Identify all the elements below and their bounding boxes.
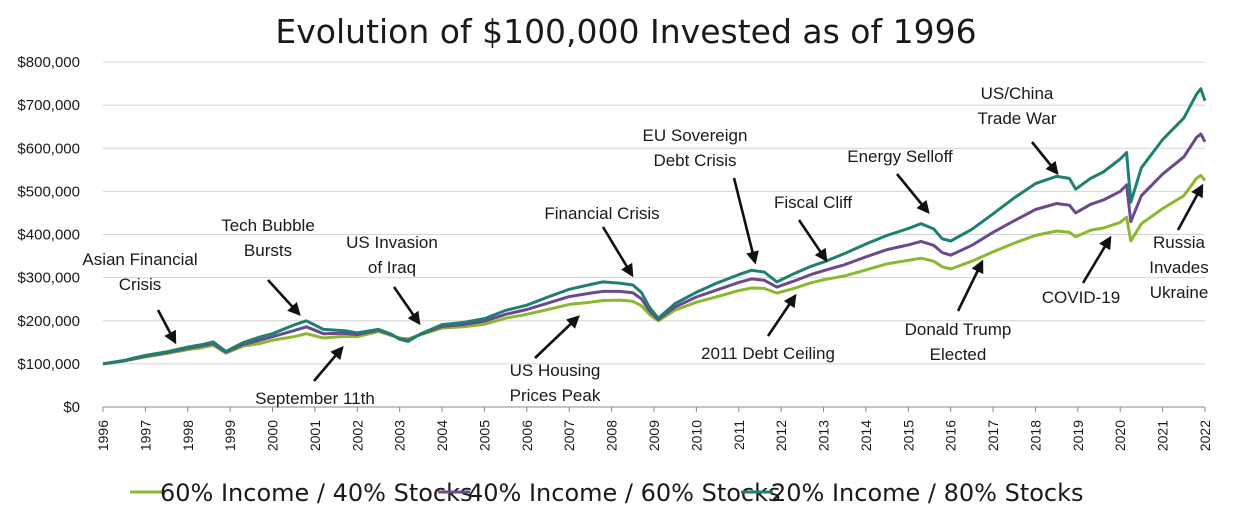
annotation-arrows xyxy=(156,141,1204,382)
annotation-label: Financial Crisis xyxy=(544,204,659,223)
annotation-label: Tech Bubble Bursts xyxy=(221,216,315,260)
x-tick-label: 2018 xyxy=(1027,420,1043,451)
x-tick-label: 2015 xyxy=(900,420,916,451)
series-line xyxy=(102,87,1207,366)
annotation-label: US Housing Prices Peak xyxy=(510,361,601,405)
annotation-arrow xyxy=(1176,183,1204,231)
x-tick-label: 2010 xyxy=(688,420,704,451)
annotation-arrow xyxy=(797,219,828,263)
x-tick-label: 1998 xyxy=(180,420,196,451)
x-tick-label: 2012 xyxy=(773,420,789,451)
x-tick-label: 2021 xyxy=(1155,420,1171,451)
annotation-label: September 11th xyxy=(255,389,375,408)
x-tick-label: 2011 xyxy=(731,420,747,450)
annotation-label: COVID-19 xyxy=(1042,288,1120,307)
annotation-label: Fiscal Cliff xyxy=(774,193,852,212)
legend-label: 20% Income / 80% Stocks xyxy=(771,479,1084,507)
annotation-arrow xyxy=(732,177,759,265)
y-tick-label: $500,000 xyxy=(17,183,80,200)
x-tick-label: 2002 xyxy=(349,420,365,451)
x-tick-label: 2008 xyxy=(604,420,620,451)
y-tick-label: $200,000 xyxy=(17,313,80,330)
annotation-arrow xyxy=(156,309,177,345)
annotation-arrow xyxy=(1081,235,1112,284)
x-tick-label: 2000 xyxy=(265,420,281,451)
annotation-label: Donald Trump Elected xyxy=(905,320,1012,364)
x-tick-label: 2005 xyxy=(476,420,492,451)
x-tick-label: 2014 xyxy=(858,420,874,451)
legend-label: 40% Income / 60% Stocks xyxy=(468,479,781,507)
annotation-label: Asian Financial Crisis xyxy=(82,250,197,294)
annotation-label: US/China Trade War xyxy=(977,84,1056,128)
annotation-arrow xyxy=(392,286,421,326)
x-tick-label: 2006 xyxy=(519,420,535,451)
x-tick-label: 1999 xyxy=(222,420,238,451)
annotation-label: Energy Selloff xyxy=(847,147,953,166)
legend-label: 60% Income / 40% Stocks xyxy=(160,479,473,507)
annotation-arrow xyxy=(601,226,634,278)
y-axis-ticks: $0 $100,000 $200,000 $300,000 $400,000 $500,0… xyxy=(17,54,80,416)
x-tick-label: 2001 xyxy=(307,420,323,451)
annotations: Asian Financial Crisis Tech Bubble Bursts US… xyxy=(82,84,1208,408)
annotation-arrow xyxy=(956,259,984,312)
x-tick-label: 2017 xyxy=(985,420,1001,451)
x-tick-label: 1997 xyxy=(137,420,153,451)
x-tick-label: 2016 xyxy=(943,420,959,451)
y-tick-label: $800,000 xyxy=(17,54,80,71)
x-tick-label: 2004 xyxy=(434,420,450,451)
annotation-arrow xyxy=(895,173,930,215)
y-tick-label: $600,000 xyxy=(17,140,80,157)
x-tick-label: 2003 xyxy=(392,420,408,451)
x-tick-label: 2007 xyxy=(561,420,577,451)
y-tick-label: $400,000 xyxy=(17,227,80,244)
annotation-label: Russia Invades Ukraine xyxy=(1149,233,1209,302)
x-tick-label: 2009 xyxy=(646,420,662,451)
y-tick-label: $700,000 xyxy=(17,97,80,114)
annotation-arrow xyxy=(766,293,797,337)
x-axis-ticks: 1996 1997 1998 1999 2000 2001 2002 2003 2004 2005… xyxy=(95,407,1213,451)
annotation-arrow xyxy=(534,315,580,359)
series-lines xyxy=(102,87,1207,366)
x-tick-label: 2022 xyxy=(1197,420,1213,451)
annotation-label: EU Sovereign Debt Crisis xyxy=(643,126,748,170)
x-tick-label: 1996 xyxy=(95,420,111,451)
annotation-label: 2011 Debt Ceiling xyxy=(701,344,835,363)
annotation-arrow xyxy=(313,346,344,382)
y-tick-label: $100,000 xyxy=(17,356,80,373)
x-tick-label: 2013 xyxy=(816,420,832,451)
x-tick-label: 2020 xyxy=(1112,420,1128,451)
y-tick-label: $300,000 xyxy=(17,270,80,287)
annotation-arrow xyxy=(1030,141,1059,176)
chart-title: Evolution of $100,000 Invested as of 199… xyxy=(275,12,976,51)
series-line xyxy=(102,173,1207,366)
series-line xyxy=(102,132,1207,366)
x-tick-label: 2019 xyxy=(1070,420,1086,451)
annotation-arrow xyxy=(267,279,301,316)
y-tick-label: $0 xyxy=(63,399,80,416)
annotation-label: US Invasion of Iraq xyxy=(346,233,438,277)
